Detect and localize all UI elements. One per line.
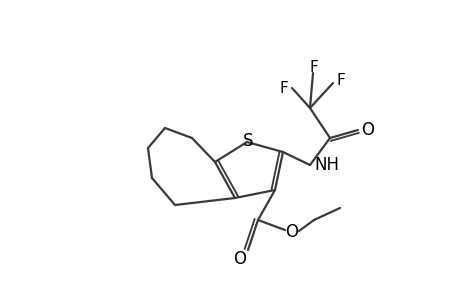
Text: O: O: [361, 121, 374, 139]
Text: NH: NH: [313, 156, 338, 174]
Text: S: S: [242, 132, 253, 150]
Text: F: F: [336, 73, 345, 88]
Text: F: F: [279, 80, 288, 95]
Text: O: O: [285, 223, 298, 241]
Text: O: O: [233, 250, 246, 268]
Text: F: F: [309, 59, 318, 74]
